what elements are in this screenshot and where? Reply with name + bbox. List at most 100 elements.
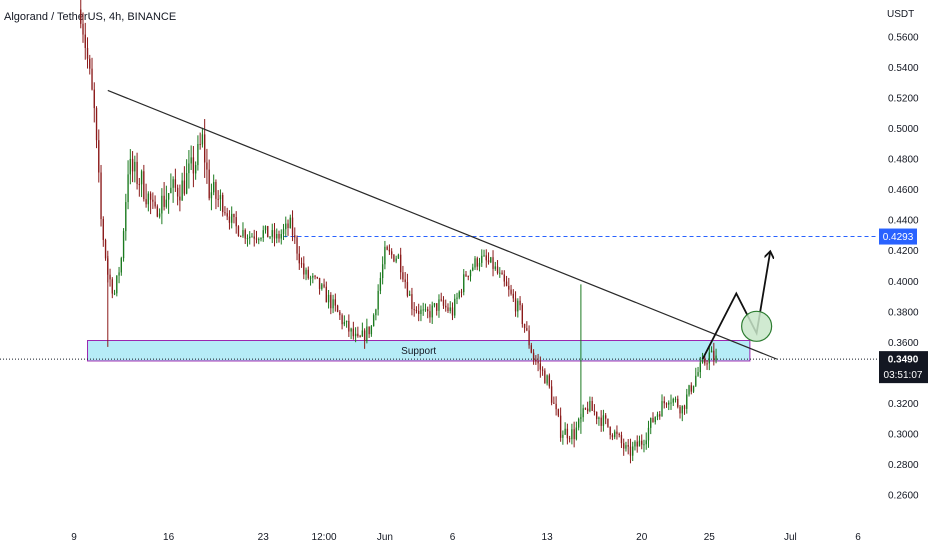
candle-body [305, 269, 307, 275]
candle-body [715, 355, 717, 360]
candle-body [98, 140, 100, 173]
candle-body [586, 408, 589, 412]
candle-body [634, 441, 636, 447]
candle-body [368, 326, 370, 335]
breakout-circle-marker [741, 310, 773, 342]
candle-body [460, 291, 463, 293]
candle-body [298, 253, 300, 264]
candle-body [699, 362, 701, 373]
candle-body [544, 370, 546, 384]
candle-body [352, 328, 355, 337]
candle-body [399, 254, 402, 273]
candle-body [494, 266, 496, 269]
candle-body [499, 272, 501, 274]
candle-body [672, 398, 674, 403]
candle-body [143, 171, 145, 200]
candle-body [481, 255, 483, 263]
candle-body [449, 307, 451, 312]
candle-body [116, 275, 118, 294]
x-tick-label: 6 [450, 532, 456, 543]
candle-body [485, 255, 487, 261]
candle-body [620, 435, 623, 444]
candle-body [327, 294, 330, 303]
y-tick-label: 0.3800 [888, 307, 919, 318]
candle-body [550, 386, 553, 403]
candle-body [237, 226, 240, 237]
candle-body [208, 169, 210, 199]
candle-body [366, 326, 368, 342]
candle-body [483, 255, 485, 257]
support-zone-layer: Support [87, 340, 751, 362]
candle-body [359, 336, 361, 338]
candle-body [235, 217, 237, 227]
candle-body [170, 187, 172, 194]
candle-body [348, 320, 350, 332]
x-tick-label: 13 [542, 532, 554, 543]
candle-body [692, 385, 695, 392]
candle-body [228, 216, 231, 223]
candle-body [95, 108, 98, 141]
candle-body [623, 443, 625, 449]
candle-body [458, 291, 460, 298]
candle-body [454, 298, 456, 316]
candle-body [224, 212, 226, 214]
candle-body [656, 414, 659, 417]
candle-body [357, 333, 359, 337]
candle-body [528, 330, 530, 346]
candle-body [467, 275, 469, 277]
candle-body [611, 435, 614, 438]
candle-body [341, 315, 343, 325]
candle-body [316, 276, 318, 278]
y-tick-label: 0.5200 [888, 94, 919, 105]
candle-body [679, 406, 681, 414]
candle-body [598, 417, 600, 419]
candle-body [381, 264, 384, 279]
chart-title: Algorand / TetherUS, 4h, BINANCE [4, 11, 177, 23]
candle-body [474, 258, 476, 268]
candle-body [147, 193, 150, 205]
y-tick-label: 0.5400 [888, 63, 919, 74]
candle-body [688, 385, 690, 395]
candle-body [409, 294, 411, 296]
candle-body [643, 444, 645, 446]
candle-body [420, 309, 422, 315]
candle-body [176, 187, 179, 197]
candle-body [377, 290, 379, 310]
candle-body [636, 441, 638, 447]
candle-body [174, 179, 177, 188]
candle-body [375, 309, 377, 316]
candle-body [84, 34, 86, 48]
candle-body [289, 217, 291, 229]
candle-body [668, 402, 670, 405]
candle-body [190, 157, 192, 164]
candle-body [303, 263, 305, 275]
candle-body [553, 402, 555, 404]
candle-body [127, 174, 129, 203]
candle-body [296, 237, 298, 254]
x-tick-label: Jun [377, 532, 393, 543]
candle-body [354, 333, 357, 337]
candle-body [593, 410, 596, 412]
candle-body [415, 309, 418, 311]
candle-body [537, 361, 539, 364]
candle-body [523, 323, 526, 329]
candle-body [638, 440, 641, 447]
candle-body [345, 320, 348, 323]
candle-body [172, 179, 174, 188]
candle-body [122, 231, 125, 259]
candle-body [535, 359, 537, 362]
candle-body [192, 157, 195, 174]
candle-body [199, 144, 201, 146]
candle-body [336, 305, 339, 312]
candle-body [206, 162, 208, 170]
candle-body [109, 274, 111, 280]
x-tick-label: 20 [636, 532, 648, 543]
candle-body [269, 236, 271, 238]
candle-body [240, 236, 242, 238]
candle-body [541, 369, 544, 371]
candle-body [708, 352, 710, 364]
candle-body [249, 236, 251, 239]
candle-body [104, 239, 107, 259]
candle-body [573, 429, 575, 440]
